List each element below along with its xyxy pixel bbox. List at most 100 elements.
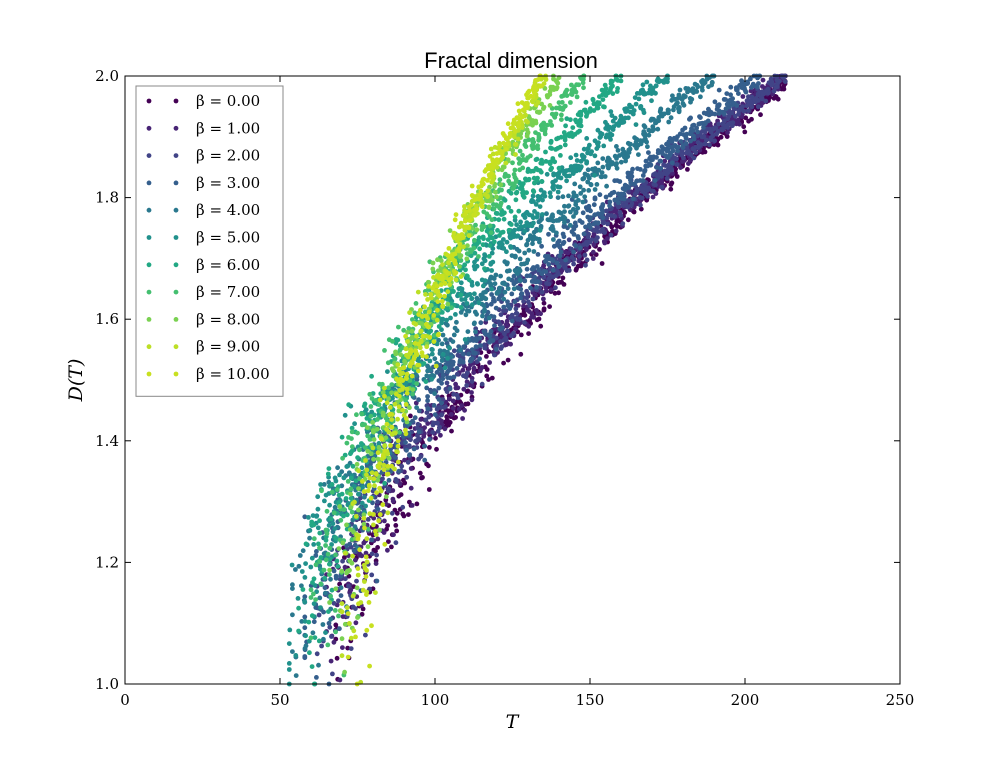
data-point (314, 549, 319, 554)
legend-label: β = 5.00 (196, 229, 260, 247)
data-point (612, 153, 618, 159)
data-point (488, 329, 494, 334)
data-point (584, 159, 590, 165)
data-point (603, 134, 609, 140)
data-point (324, 508, 330, 514)
data-point (373, 528, 378, 534)
data-point (730, 123, 735, 129)
data-point (411, 446, 417, 452)
data-point (678, 139, 684, 144)
data-point (670, 148, 676, 154)
data-point (302, 575, 308, 580)
data-point (507, 268, 512, 274)
data-point (594, 182, 600, 187)
data-point (499, 149, 504, 155)
data-point (567, 133, 573, 139)
data-point (707, 142, 712, 148)
data-point (658, 166, 664, 171)
data-point (569, 254, 575, 260)
data-point (659, 144, 665, 150)
data-point (648, 162, 653, 168)
y-tick-label: 2.0 (95, 67, 119, 85)
data-point (290, 586, 295, 591)
data-point (336, 598, 341, 604)
data-point (354, 461, 360, 467)
data-point (302, 594, 308, 600)
data-point (758, 112, 763, 118)
data-point (348, 635, 354, 641)
data-point (702, 141, 708, 147)
data-point (581, 85, 586, 91)
data-point (562, 265, 568, 271)
data-point (361, 403, 367, 409)
data-point (497, 143, 503, 149)
data-point (297, 553, 303, 558)
data-point (508, 208, 514, 214)
data-point (355, 572, 361, 578)
data-point (375, 464, 381, 470)
data-point (323, 527, 329, 533)
data-point (556, 271, 561, 277)
data-point (538, 323, 544, 329)
data-point (439, 400, 445, 406)
data-point (432, 412, 438, 417)
data-point (448, 315, 453, 321)
data-point (439, 298, 445, 304)
data-point (618, 191, 624, 197)
legend-marker (173, 289, 179, 295)
data-point (427, 334, 433, 340)
data-point (367, 586, 372, 592)
data-point (366, 600, 372, 605)
data-point (481, 209, 487, 215)
data-point (459, 403, 465, 408)
data-point (532, 209, 537, 214)
data-point (595, 105, 601, 111)
data-point (430, 347, 435, 353)
legend-marker (146, 262, 152, 268)
data-point (302, 514, 308, 520)
data-point (715, 142, 721, 148)
data-point (345, 479, 351, 484)
data-point (562, 135, 568, 140)
data-point (375, 426, 380, 432)
data-point (525, 299, 531, 305)
data-point (329, 489, 335, 495)
data-point (539, 216, 544, 222)
data-point (422, 304, 427, 310)
data-point (549, 165, 554, 171)
data-point (687, 96, 693, 101)
data-point (618, 78, 624, 84)
data-point (585, 146, 591, 152)
data-point (296, 628, 301, 634)
data-point (554, 260, 560, 266)
data-point (677, 94, 682, 100)
data-point (662, 158, 668, 164)
data-point (487, 223, 493, 229)
data-point (303, 541, 309, 547)
data-point (578, 164, 584, 170)
data-point (303, 633, 308, 639)
data-point (340, 455, 345, 461)
data-point (333, 552, 338, 558)
data-point (456, 406, 462, 412)
data-point (416, 368, 421, 374)
data-point (508, 341, 513, 347)
data-point (439, 358, 445, 363)
data-point (581, 231, 587, 237)
data-point (386, 477, 392, 483)
data-point (577, 254, 582, 259)
data-point (333, 586, 339, 592)
data-point (563, 262, 568, 267)
data-point (355, 455, 360, 460)
data-point (468, 362, 473, 368)
data-point (478, 320, 484, 326)
data-point (386, 385, 391, 391)
data-point (369, 551, 375, 557)
data-point (302, 599, 308, 605)
data-point (505, 299, 510, 305)
data-point (779, 86, 785, 92)
legend-marker (146, 180, 152, 186)
data-point (460, 416, 465, 421)
legend-marker (146, 235, 152, 240)
data-point (565, 203, 571, 209)
